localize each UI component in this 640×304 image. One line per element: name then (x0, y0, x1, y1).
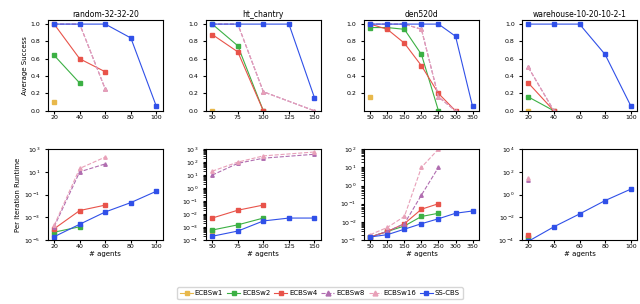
Title: random-32-32-20: random-32-32-20 (72, 10, 139, 19)
X-axis label: # agents: # agents (90, 251, 121, 257)
Title: ht_chantry: ht_chantry (243, 10, 284, 19)
Y-axis label: Average Success: Average Success (22, 36, 28, 95)
Title: warehouse-10-20-10-2-1: warehouse-10-20-10-2-1 (532, 10, 627, 19)
Legend: ECBSw1, ECBSw2, ECBSw4, ECBSw8, ECBSw16, SS-CBS: ECBSw1, ECBSw2, ECBSw4, ECBSw8, ECBSw16,… (177, 288, 463, 299)
Y-axis label: Per Iteration Runtime: Per Iteration Runtime (15, 157, 22, 232)
X-axis label: # agents: # agents (248, 251, 279, 257)
X-axis label: # agents: # agents (564, 251, 595, 257)
Title: den520d: den520d (404, 10, 438, 19)
X-axis label: # agents: # agents (406, 251, 437, 257)
